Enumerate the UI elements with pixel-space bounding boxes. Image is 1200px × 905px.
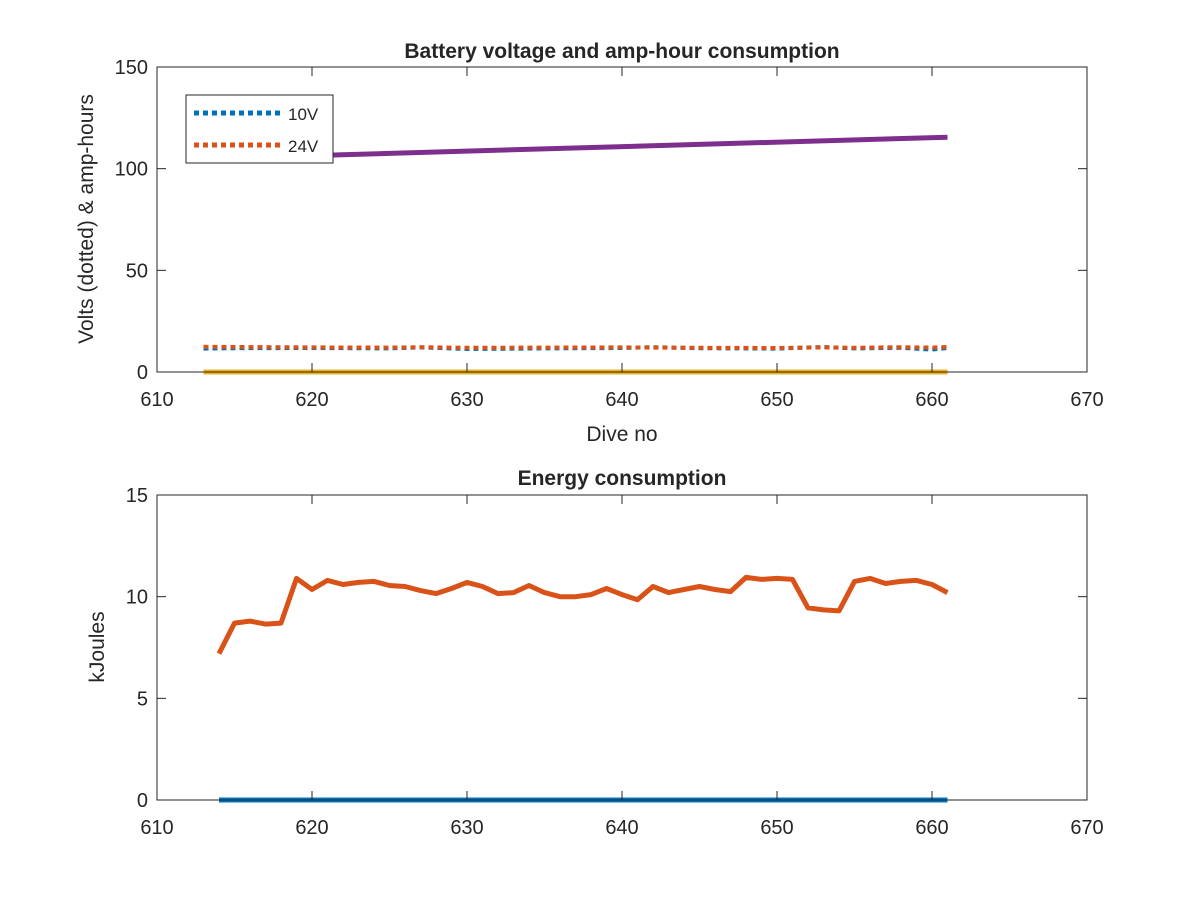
y-tick-label: 100 <box>115 159 148 181</box>
x-tick-label: 660 <box>915 817 948 839</box>
x-axis-label: Dive no <box>586 423 657 446</box>
legend-box <box>185 94 334 164</box>
x-tick-label: 640 <box>605 389 638 411</box>
x-tick-label: 630 <box>450 389 483 411</box>
legend-label-10v: 10V <box>288 105 319 124</box>
x-tick-label: 610 <box>140 389 173 411</box>
x-tick-label: 640 <box>605 817 638 839</box>
y-tick-label: 150 <box>115 57 148 79</box>
x-tick-label: 660 <box>915 389 948 411</box>
y-axis-label: Volts (dotted) & amp-hours <box>75 94 98 344</box>
legend-label-24v: 24V <box>288 137 319 156</box>
plot-area <box>157 495 1087 800</box>
y-tick-label: 0 <box>137 790 148 812</box>
x-ticks: 610 620 630 640 650 660 670 <box>140 67 1104 411</box>
series-line-3 <box>280 134 948 159</box>
x-tick-label: 610 <box>140 817 173 839</box>
chart-title: Battery voltage and amp-hour consumption <box>404 40 839 63</box>
x-tick-label: 630 <box>450 817 483 839</box>
x-tick-label: 670 <box>1070 389 1103 411</box>
series-line-24v <box>203 344 948 350</box>
legend: 10V 24V <box>185 94 334 164</box>
y-tick-label: 10 <box>126 587 148 609</box>
y-tick-label: 5 <box>137 688 148 710</box>
x-ticks: 610 620 630 640 650 660 670 <box>140 495 1104 839</box>
x-tick-label: 670 <box>1070 817 1103 839</box>
voltage-chart: 610 620 630 640 650 660 670 0 50 100 150 Battery … <box>75 40 1104 446</box>
energy-chart: 610 620 630 640 650 660 670 0 5 10 15 Energy cons… <box>86 467 1104 839</box>
x-tick-label: 620 <box>295 817 328 839</box>
y-tick-label: 0 <box>137 362 148 384</box>
x-tick-label: 650 <box>760 817 793 839</box>
y-tick-label: 50 <box>126 260 148 282</box>
chart-title: Energy consumption <box>518 467 727 490</box>
y-axis-label: kJoules <box>86 611 109 682</box>
y-ticks: 0 5 10 15 <box>126 485 1087 812</box>
y-ticks: 0 50 100 150 <box>115 57 1087 384</box>
x-tick-label: 620 <box>295 389 328 411</box>
y-tick-label: 15 <box>126 485 148 507</box>
series-line-1 <box>216 574 949 655</box>
x-tick-label: 650 <box>760 389 793 411</box>
